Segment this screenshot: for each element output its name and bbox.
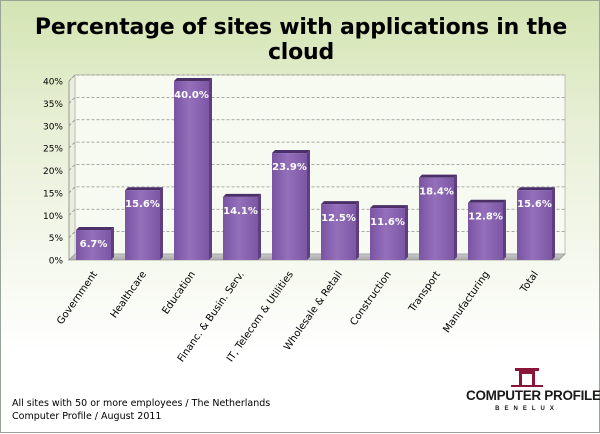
- logo-name: COMPUTER PROFILE: [466, 388, 600, 403]
- footnote: All sites with 50 or more employees / Th…: [12, 397, 270, 423]
- bar: [272, 153, 307, 260]
- x-category-label: Transport: [406, 269, 443, 315]
- bar-side: [356, 201, 359, 260]
- bar-top: [468, 199, 506, 203]
- bar: [76, 230, 111, 260]
- y-tick-label: 20%: [43, 167, 63, 177]
- y-tick-label: 25%: [43, 145, 63, 155]
- gridline: [68, 164, 565, 171]
- bar-side: [503, 199, 506, 260]
- y-tick-label: 40%: [43, 78, 63, 88]
- bar-value-label: 6.7%: [80, 239, 108, 250]
- x-category-label: Manufacturing: [441, 269, 492, 335]
- bar: [517, 190, 552, 260]
- footnote-line-2: Computer Profile / August 2011: [12, 411, 162, 422]
- bar-side: [258, 193, 261, 260]
- bar-top: [272, 150, 310, 154]
- x-category-label: Total: [518, 269, 541, 295]
- bar: [321, 204, 356, 260]
- bar-top: [517, 187, 555, 191]
- bar-value-label: 40.0%: [174, 90, 209, 101]
- x-category-label: Healthcare: [109, 269, 149, 320]
- bar-top: [174, 78, 212, 81]
- bar-side: [209, 78, 212, 260]
- chart-title: Percentage of sites with applications in…: [34, 15, 568, 65]
- bar-value-label: 14.1%: [223, 206, 258, 217]
- y-tick-label: 30%: [43, 122, 63, 132]
- bar-side: [454, 174, 457, 260]
- bar: [125, 190, 160, 260]
- bar-side: [160, 187, 163, 260]
- bar-side: [552, 187, 555, 260]
- bar-side: [405, 205, 408, 260]
- computer-profile-logo-icon: [511, 368, 543, 387]
- bar-value-label: 15.6%: [125, 199, 160, 210]
- bar-top: [370, 205, 408, 209]
- gridline: [68, 96, 565, 104]
- logo-subtitle: BENELUX: [495, 406, 559, 412]
- bar-value-label: 18.4%: [419, 187, 454, 198]
- y-tick-label: 35%: [43, 100, 63, 110]
- x-category-label: Government: [55, 269, 100, 326]
- bar-top: [419, 174, 457, 178]
- bar-top: [76, 227, 114, 231]
- footnote-line-1: All sites with 50 or more employees / Th…: [12, 398, 271, 409]
- bar-value-label: 12.5%: [321, 213, 356, 224]
- y-tick-label: 0%: [49, 257, 64, 267]
- bar-value-label: 11.6%: [370, 217, 405, 228]
- gridline: [68, 186, 565, 194]
- bar: [370, 208, 405, 260]
- bar-top: [125, 187, 163, 191]
- bar: [468, 202, 503, 260]
- bar-top: [321, 201, 359, 205]
- y-tick-label: 15%: [43, 189, 63, 199]
- bar: [223, 196, 258, 260]
- bar-value-label: 12.8%: [468, 212, 503, 223]
- bar: [174, 81, 209, 260]
- gridline: [68, 74, 565, 82]
- bar-side: [307, 150, 310, 260]
- y-tick-label: 10%: [43, 212, 63, 222]
- bar: [419, 177, 454, 260]
- gridline: [68, 119, 565, 127]
- company-logo: COMPUTER PROFILE BENELUX: [466, 366, 600, 426]
- bar-side: [111, 227, 114, 260]
- bar-value-label: 15.6%: [517, 199, 552, 210]
- bar-top: [223, 193, 261, 197]
- y-tick-label: 5%: [49, 234, 64, 244]
- gridline: [68, 141, 565, 149]
- x-category-label: Education: [160, 269, 198, 316]
- x-category-label: Construction: [348, 269, 394, 327]
- bar-value-label: 23.9%: [272, 162, 307, 173]
